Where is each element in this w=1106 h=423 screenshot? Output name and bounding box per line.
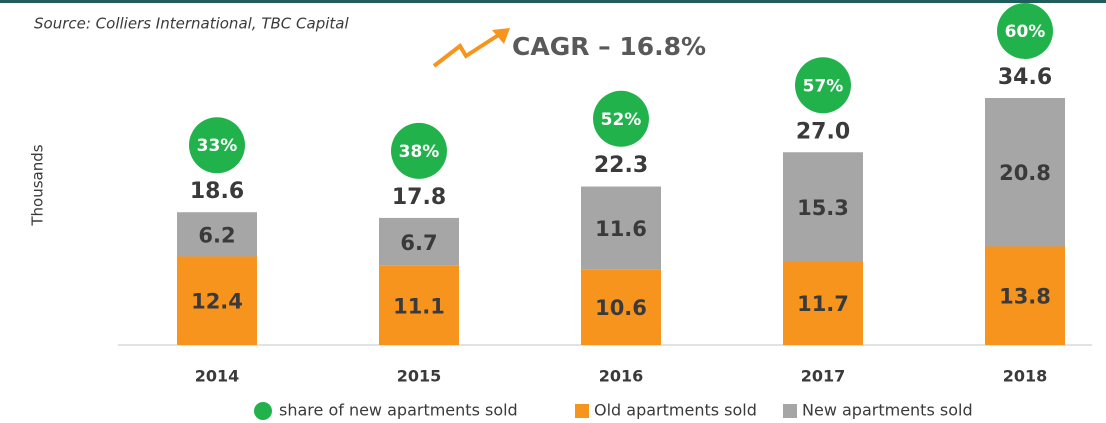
segment-label: 15.3: [797, 196, 849, 220]
legend-swatch: [783, 404, 797, 418]
share-label: 60%: [1005, 22, 1046, 42]
top-rule: [0, 0, 1106, 3]
segment-label: 10.6: [595, 296, 647, 320]
share-bubble: [391, 122, 447, 179]
legend-label: New apartments sold: [802, 401, 973, 420]
segment-label: 6.2: [198, 223, 235, 247]
segment-label: 11.1: [393, 294, 445, 318]
segment-label: 11.6: [595, 217, 647, 241]
bar-segment: [379, 217, 459, 266]
total-label: 27.0: [796, 119, 850, 144]
segment-label: 12.4: [191, 290, 243, 314]
bar-segment: [581, 186, 661, 270]
share-bubble: [795, 57, 851, 114]
total-label: 18.6: [190, 179, 244, 204]
x-tick-label: 2016: [599, 367, 644, 386]
total-label: 22.3: [594, 153, 648, 178]
share-label: 33%: [197, 136, 238, 156]
bar-segment: [177, 256, 257, 345]
x-tick-label: 2015: [397, 367, 442, 386]
cagr-annotation: CAGR – 16.8%: [512, 32, 706, 61]
bar-segment: [177, 212, 257, 257]
share-label: 52%: [601, 110, 642, 130]
y-axis-label: Thousands: [29, 144, 47, 226]
source-note: Source: Colliers International, TBC Capi…: [34, 15, 349, 33]
segment-label: 20.8: [999, 161, 1051, 185]
legend-label: share of new apartments sold: [279, 401, 518, 420]
segment-label: 6.7: [400, 231, 437, 255]
legend-swatch: [575, 404, 589, 418]
bar-segment: [783, 261, 863, 345]
total-label: 17.8: [392, 185, 446, 210]
share-bubble: [997, 3, 1053, 59]
legend-label: Old apartments sold: [594, 401, 757, 420]
share-bubble: [593, 90, 649, 147]
legend-swatch: [254, 402, 272, 420]
x-tick-label: 2014: [195, 367, 240, 386]
bar-segment: [985, 98, 1065, 247]
bar-segment: [783, 152, 863, 262]
share-bubble: [189, 117, 245, 174]
share-label: 57%: [803, 76, 844, 96]
x-tick-label: 2017: [801, 367, 846, 386]
share-label: 38%: [399, 142, 440, 162]
cagr-arrow: [432, 28, 510, 68]
segment-label: 11.7: [797, 292, 849, 316]
x-tick-label: 2018: [1003, 367, 1048, 386]
bar-segment: [379, 265, 459, 345]
total-label: 34.6: [998, 65, 1052, 90]
bar-segment: [985, 246, 1065, 345]
bar-segment: [581, 269, 661, 345]
segment-label: 13.8: [999, 285, 1051, 309]
